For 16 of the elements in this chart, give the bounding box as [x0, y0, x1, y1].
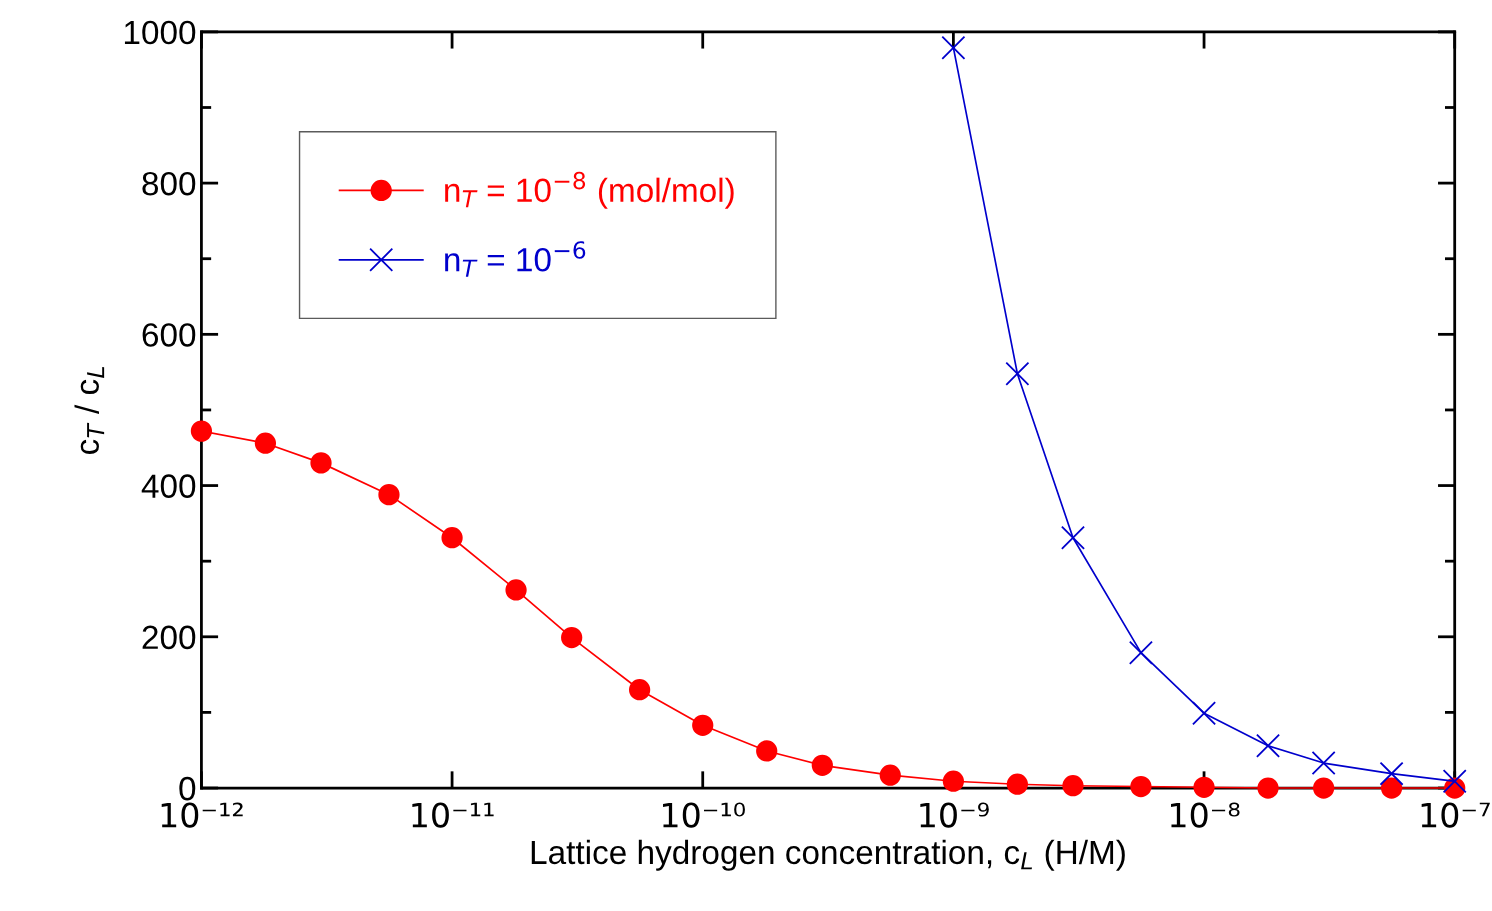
y-tick-label: 800 [142, 171, 196, 196]
x-tick-label: 10⁻⁸ [1171, 802, 1240, 828]
x-tick-label: 10⁻¹² [161, 802, 243, 828]
y-axis-title: c$_{T}$ / c$_{L}$ [74, 366, 105, 455]
x-axis-title: Lattice hydrogen concentration, c$_{L}$ (H/M) [531, 839, 1125, 871]
y-tick-label: 400 [141, 474, 196, 498]
x-tick-label: 10⁻¹¹ [412, 802, 494, 828]
y-tick-label: 0 [179, 776, 196, 801]
y-tick-label: 600 [142, 323, 196, 347]
x-tick-label: 10⁻¹⁰ [663, 802, 745, 828]
legend-label: n$_{T}$ = 10$^{−8}$ (mol/mol) [445, 171, 734, 209]
y-tick-label: 200 [142, 625, 196, 650]
x-tick-label: 10⁻⁷ [1421, 802, 1490, 828]
x-tick-label: 10⁻⁹ [920, 802, 989, 828]
legend-label: n$_{T}$ = 10$^{−6}$ [445, 241, 586, 277]
y-tick-label: 1000 [124, 20, 196, 45]
